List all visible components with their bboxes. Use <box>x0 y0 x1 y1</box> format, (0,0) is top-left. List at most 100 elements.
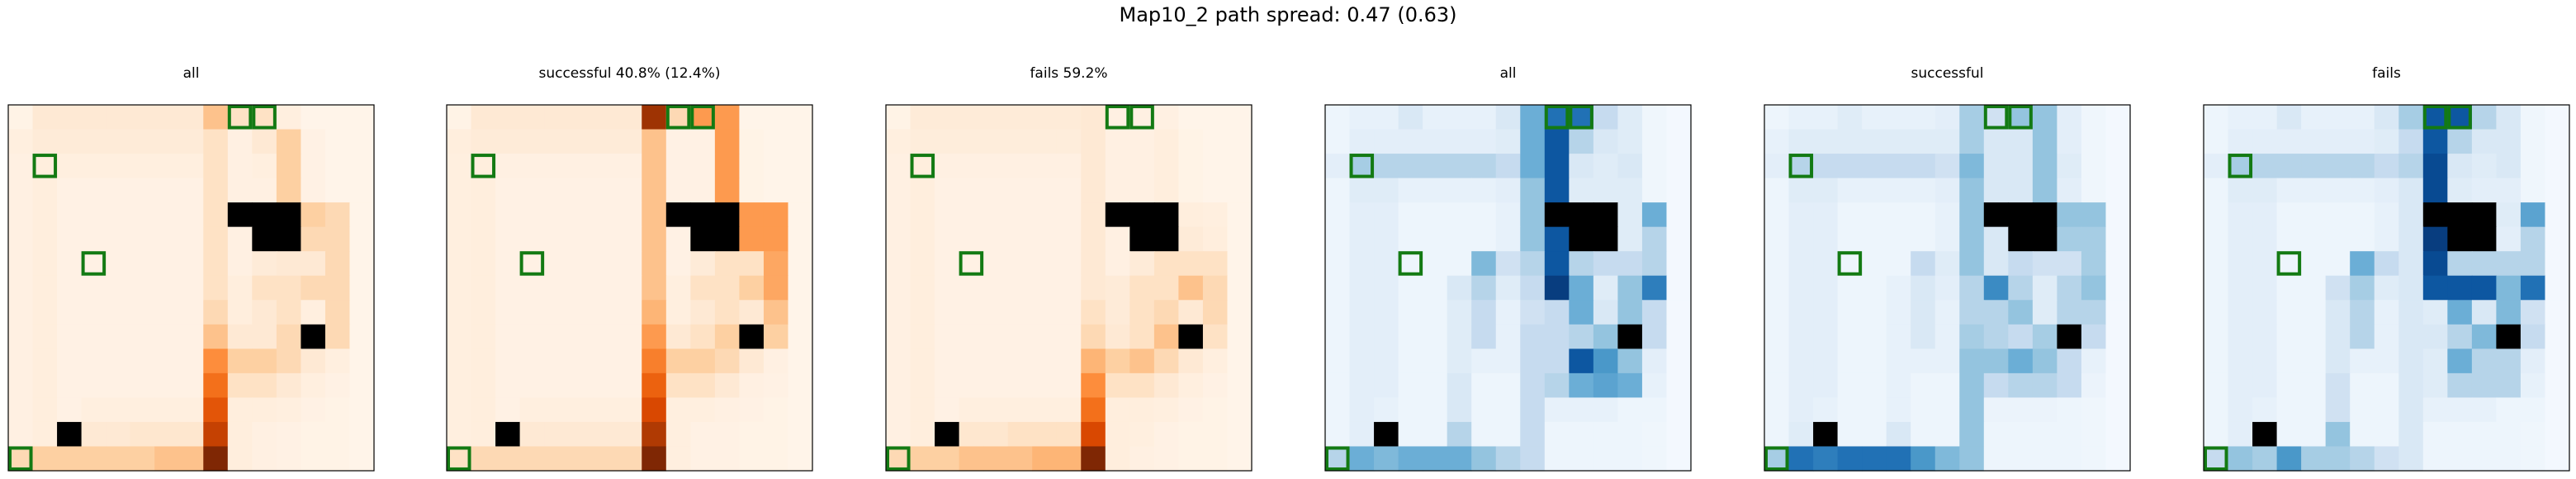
heatmap-cell <box>2081 324 2107 349</box>
goal-marker <box>1398 251 1423 276</box>
heatmap-cell <box>1056 226 1082 252</box>
heatmap-cell <box>2325 129 2351 154</box>
heatmap-cell <box>1153 251 1179 277</box>
obstacle-cell <box>690 202 716 228</box>
heatmap-cell <box>1495 349 1521 374</box>
heatmap-cell <box>983 178 1009 203</box>
heatmap-cell <box>983 275 1009 301</box>
heatmap-cell <box>2008 446 2034 472</box>
heatmap-cell <box>1349 202 1375 228</box>
heatmap-cell <box>1349 446 1375 472</box>
obstacle-cell <box>2032 226 2057 252</box>
heatmap-cell <box>1813 251 1839 277</box>
heatmap-cell <box>2252 349 2278 374</box>
heatmap-cell <box>227 226 253 252</box>
heatmap-cell <box>8 421 34 448</box>
heatmap-cell <box>1788 226 1814 252</box>
heatmap-cell <box>2204 226 2229 252</box>
heatmap-cell <box>593 251 618 277</box>
heatmap-cell <box>2374 421 2399 448</box>
heatmap-cell <box>2228 300 2253 325</box>
obstacle-cell <box>935 421 960 448</box>
heatmap-cell <box>763 397 789 423</box>
heatmap-cell <box>519 349 545 374</box>
heatmap-cell <box>8 300 34 325</box>
heatmap-cell <box>203 251 229 277</box>
axes-frame <box>885 104 1252 472</box>
heatmap-cell <box>178 251 204 277</box>
heatmap-cell <box>886 202 912 228</box>
heatmap-cell <box>2276 300 2302 325</box>
heatmap-cell <box>2228 397 2253 423</box>
heatmap-cell <box>1959 446 1985 472</box>
heatmap-cell <box>252 324 277 349</box>
heatmap-cell <box>276 397 301 423</box>
heatmap-cell <box>2057 226 2082 252</box>
heatmap-cell <box>1520 349 1546 374</box>
heatmap-cell <box>154 105 180 130</box>
heatmap-cell <box>1959 397 1985 423</box>
heatmap-cell <box>1105 105 1130 130</box>
heatmap-cell <box>2301 421 2327 448</box>
heatmap-cell <box>568 202 594 228</box>
heatmap-cell <box>130 275 155 301</box>
heatmap-cell <box>1007 105 1033 130</box>
heatmap-cell <box>1471 105 1497 130</box>
heatmap-cell <box>1641 178 1668 203</box>
heatmap-cell <box>2204 251 2229 277</box>
heatmap-cell <box>32 202 58 228</box>
goal-marker <box>1837 251 1863 276</box>
heatmap-cell <box>106 421 131 448</box>
heatmap-cell <box>1911 202 1936 228</box>
heatmap-cell <box>1227 178 1252 203</box>
heatmap-cell <box>1641 226 1668 252</box>
heatmap-cell <box>1056 300 1082 325</box>
heatmap-cell <box>1520 300 1546 325</box>
heatmap-cell <box>227 275 253 301</box>
heatmap-cell <box>1666 275 1692 301</box>
heatmap-cell <box>1398 251 1423 277</box>
obstacle-cell <box>2447 226 2473 252</box>
heatmap-cell <box>81 349 107 374</box>
heatmap-cell <box>642 446 667 472</box>
heatmap-cell <box>1153 154 1179 179</box>
heatmap-cell <box>1934 178 1960 203</box>
heatmap-cell <box>2545 372 2570 398</box>
heatmap-cell <box>1227 275 1252 301</box>
heatmap-cell <box>1398 202 1423 228</box>
heatmap-cell <box>178 105 204 130</box>
heatmap-cell <box>1520 202 1546 228</box>
heatmap-cell <box>739 178 765 203</box>
heatmap-cell <box>32 446 58 472</box>
heatmap-cell <box>1032 251 1058 277</box>
heatmap-cell <box>1862 397 1887 423</box>
heatmap-cell <box>57 446 83 472</box>
heatmap-cell <box>2032 154 2057 179</box>
heatmap-cell <box>519 324 545 349</box>
heatmap-cell <box>2325 202 2351 228</box>
heatmap-cell <box>2301 397 2327 423</box>
heatmap-cell <box>2008 105 2034 130</box>
heatmap-cell <box>1641 300 1668 325</box>
heatmap-cell <box>2520 251 2546 277</box>
heatmap-cell <box>1007 129 1033 154</box>
heatmap-cell <box>910 202 935 228</box>
heatmap-cell <box>1983 446 2009 472</box>
heatmap-cell <box>2105 397 2131 423</box>
heatmap-cell <box>349 226 375 252</box>
heatmap-cell <box>57 226 83 252</box>
heatmap-cell <box>130 105 155 130</box>
heatmap-cell <box>1569 397 1594 423</box>
heatmap-cell <box>617 324 642 349</box>
heatmap-cell <box>2276 421 2302 448</box>
heatmap-cell <box>252 349 277 374</box>
heatmap-cell <box>2204 105 2229 130</box>
heatmap-cell <box>2276 324 2302 349</box>
heatmap-cell <box>130 372 155 398</box>
heatmap-cell <box>1593 397 1618 423</box>
heatmap-cell <box>349 349 375 374</box>
heatmap-cell <box>252 178 277 203</box>
heatmap-cell <box>1886 129 1911 154</box>
heatmap-cell <box>2398 324 2424 349</box>
heatmap-cell <box>2350 226 2375 252</box>
